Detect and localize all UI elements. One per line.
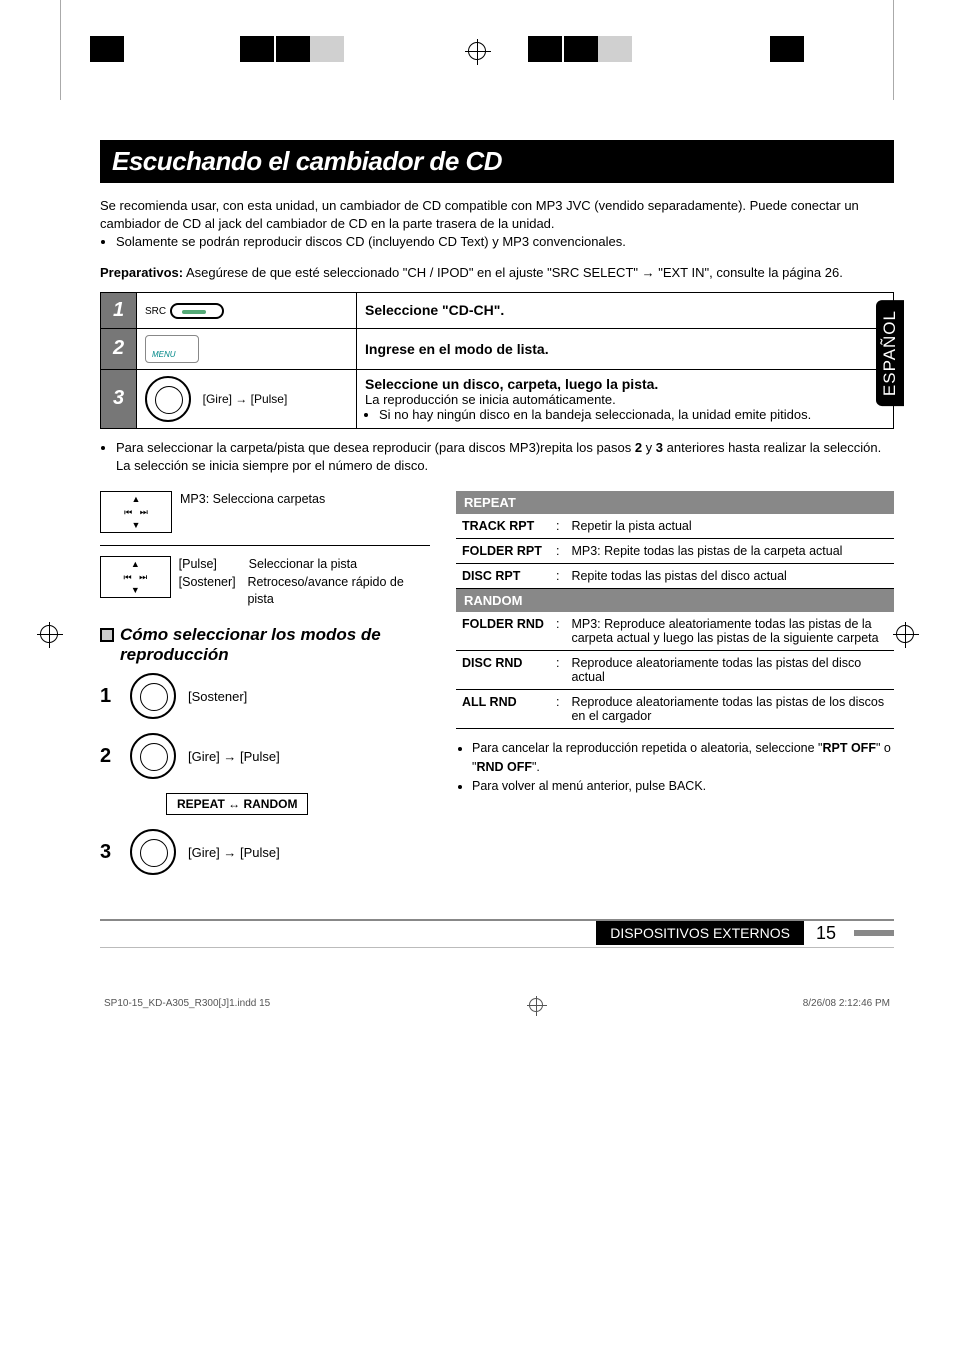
- left-column: ⏮ ⏭ MP3: Selecciona carpetas ⏮ ⏭ [Pulse]…: [100, 491, 430, 889]
- step-desc: Ingrese en el modo de lista.: [357, 328, 894, 369]
- proc-label: [Sostener]: [188, 689, 247, 704]
- step-desc-bullet: Si no hay ningún disco en la bandeja sel…: [379, 407, 885, 422]
- step-icon-cell: SRC: [137, 292, 357, 328]
- step-row: 3 [Gire] → [Pulse] Seleccione un disco, …: [101, 369, 894, 428]
- updown-buttons-icon: ⏮ ⏭: [100, 556, 171, 598]
- nav-hold-desc: Retroceso/avance rápido de pista: [247, 574, 430, 609]
- nav-row: ⏮ ⏭ MP3: Selecciona carpetas: [100, 491, 430, 533]
- mode-val: Repite todas las pistas del disco actual: [565, 564, 894, 589]
- step-desc-bold: Seleccione "CD-CH".: [365, 302, 504, 318]
- cancel-notes: Para cancelar la reproducción repetida o…: [456, 739, 894, 795]
- step-icon-cell: MENU: [137, 328, 357, 369]
- print-timestamp: 8/26/08 2:12:46 PM: [803, 998, 890, 1012]
- registration-mark-icon: [529, 998, 543, 1012]
- proc-label: [Gire] → [Pulse]: [188, 749, 280, 764]
- step-number: 1: [101, 292, 137, 328]
- nav-hold-label: [Sostener]: [179, 574, 240, 609]
- step-icon-cell: [Gire] → [Pulse]: [137, 369, 357, 428]
- step-desc-bold: Ingrese en el modo de lista.: [365, 341, 549, 357]
- mode-key: TRACK RPT: [456, 514, 550, 539]
- mode-val: MP3: Reproduce aleatoriamente todas las …: [565, 612, 894, 651]
- after-steps-text: Para seleccionar la carpeta/pista que de…: [116, 440, 881, 473]
- registration-mark-icon: [40, 625, 58, 643]
- src-label: SRC: [145, 306, 166, 317]
- proc-step: 2 [Gire] → [Pulse]: [100, 733, 430, 779]
- print-footer: SP10-15_KD-A305_R300[J]1.indd 15 8/26/08…: [100, 998, 894, 1012]
- mode-val: Repetir la pista actual: [565, 514, 894, 539]
- mode-row: DISC RND:Reproduce aleatoriamente todas …: [456, 651, 894, 690]
- proc-step: 3 [Gire] → [Pulse]: [100, 829, 430, 875]
- dial-icon: [130, 733, 176, 779]
- nav-pulse-label: [Pulse]: [179, 556, 241, 574]
- intro-bullet: Solamente se podrán reproducir discos CD…: [116, 233, 894, 251]
- modes-table: REPEAT TRACK RPT:Repetir la pista actual…: [456, 491, 894, 729]
- mode-key: FOLDER RND: [456, 612, 550, 651]
- mode-key: ALL RND: [456, 690, 550, 729]
- step-desc-bold: Seleccione un disco, carpeta, luego la p…: [365, 376, 658, 392]
- prep-text: Asegúrese de que esté seleccionado "CH /…: [183, 265, 843, 280]
- intro-text: Se recomienda usar, con esta unidad, un …: [100, 198, 859, 231]
- page-number: 15: [816, 923, 842, 944]
- registration-mark-icon: [468, 42, 486, 60]
- step-number: 2: [101, 328, 137, 369]
- step-row: 2 MENU Ingrese en el modo de lista.: [101, 328, 894, 369]
- repeat-random-box: REPEAT ↔ RANDOM: [166, 793, 308, 815]
- nav-row: ⏮ ⏭ [Pulse] Seleccionar la pista [Sostene…: [100, 545, 430, 609]
- src-button-icon: SRC: [145, 303, 224, 319]
- random-header: RANDOM: [456, 589, 894, 613]
- back-note: Para volver al menú anterior, pulse BACK…: [472, 777, 894, 796]
- proc-step: 1 [Sostener]: [100, 673, 430, 719]
- mode-row: ALL RND:Reproduce aleatoriamente todas l…: [456, 690, 894, 729]
- prep-label: Preparativos:: [100, 265, 183, 280]
- preparativos: Preparativos: Asegúrese de que esté sele…: [100, 264, 894, 282]
- proc-num: 1: [100, 685, 118, 708]
- registration-mark-icon: [896, 625, 914, 643]
- cancel-note: Para cancelar la reproducción repetida o…: [472, 741, 891, 774]
- steps-table: 1 SRC Seleccione "CD-CH". 2 MENU Ingrese…: [100, 292, 894, 429]
- mode-row: FOLDER RND:MP3: Reproduce aleatoriamente…: [456, 612, 894, 651]
- menu-button-icon: MENU: [145, 335, 199, 363]
- language-tab: ESPAÑOL: [876, 300, 904, 406]
- nav-desc: [Pulse] Seleccionar la pista [Sostener]Re…: [179, 556, 430, 609]
- proc-label: [Gire] → [Pulse]: [188, 845, 280, 860]
- mode-row: FOLDER RPT:MP3: Repite todas las pistas …: [456, 539, 894, 564]
- mode-val: MP3: Repite todas las pistas de la carpe…: [565, 539, 894, 564]
- heading-box-icon: [100, 628, 114, 642]
- section-title: Escuchando el cambiador de CD: [112, 146, 882, 177]
- footer-tick-icon: [854, 930, 894, 936]
- mode-key: FOLDER RPT: [456, 539, 550, 564]
- mode-val: Reproduce aleatoriamente todas las pista…: [565, 651, 894, 690]
- section-title-bar: Escuchando el cambiador de CD: [100, 140, 894, 183]
- repeat-header: REPEAT: [456, 491, 894, 514]
- nav-desc: MP3: Selecciona carpetas: [180, 491, 325, 533]
- print-file: SP10-15_KD-A305_R300[J]1.indd 15: [104, 998, 270, 1012]
- step-desc: Seleccione un disco, carpeta, luego la p…: [357, 369, 894, 428]
- intro-paragraph: Se recomienda usar, con esta unidad, un …: [100, 197, 894, 252]
- mode-row: TRACK RPT:Repetir la pista actual: [456, 514, 894, 539]
- step-row: 1 SRC Seleccione "CD-CH".: [101, 292, 894, 328]
- crop-line: [893, 0, 894, 100]
- dial-icon: [145, 376, 191, 422]
- mode-val: Reproduce aleatoriamente todas las pista…: [565, 690, 894, 729]
- step-number: 3: [101, 369, 137, 428]
- mode-key: DISC RPT: [456, 564, 550, 589]
- step-desc-text: La reproducción se inicia automáticament…: [365, 392, 616, 407]
- page-footer: DISPOSITIVOS EXTERNOS 15: [100, 919, 894, 948]
- dial-icon: [130, 829, 176, 875]
- after-steps-note: Para seleccionar la carpeta/pista que de…: [100, 439, 894, 475]
- subsection-heading: Cómo seleccionar los modos de reproducci…: [100, 625, 430, 666]
- proc-num: 3: [100, 841, 118, 864]
- mode-row: DISC RPT:Repite todas las pistas del dis…: [456, 564, 894, 589]
- subsection-heading-text: Cómo seleccionar los modos de reproducci…: [120, 625, 430, 666]
- proc-num: 2: [100, 745, 118, 768]
- updown-buttons-icon: ⏮ ⏭: [100, 491, 172, 533]
- step-desc: Seleccione "CD-CH".: [357, 292, 894, 328]
- gire-pulse-label: [Gire] → [Pulse]: [203, 392, 288, 406]
- nav-pulse-desc: Seleccionar la pista: [249, 556, 357, 574]
- mode-key: DISC RND: [456, 651, 550, 690]
- dial-icon: [130, 673, 176, 719]
- footer-section-label: DISPOSITIVOS EXTERNOS: [596, 921, 804, 945]
- crop-line: [60, 0, 61, 100]
- right-column: REPEAT TRACK RPT:Repetir la pista actual…: [456, 491, 894, 889]
